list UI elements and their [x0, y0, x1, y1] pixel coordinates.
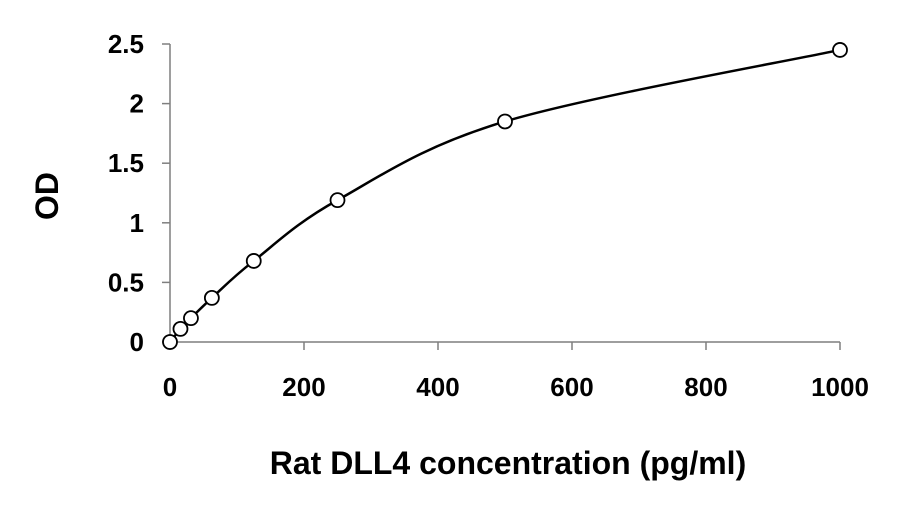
x-tick-label: 0: [163, 372, 177, 402]
data-point: [162, 334, 178, 350]
y-tick-label: 2.5: [108, 29, 144, 59]
fit-curve-line: [169, 48, 841, 343]
data-point: [329, 192, 346, 209]
x-tick-label: 1000: [811, 372, 869, 402]
x-tick-label: 800: [684, 372, 727, 402]
x-tick-label: 600: [550, 372, 593, 402]
axes: [169, 44, 840, 343]
data-point: [497, 113, 513, 130]
y-tick-label: 1: [130, 208, 144, 238]
x-axis-title: Rat DLL4 concentration (pg/ml): [270, 445, 746, 481]
plot-area: [162, 42, 848, 350]
y-ticks: 0 0.5 1 1.5 2 2.5: [108, 29, 170, 357]
data-point: [245, 253, 262, 269]
data-point: [203, 289, 220, 306]
y-tick-label: 1.5: [108, 148, 144, 178]
x-tick-label: 400: [416, 372, 459, 402]
data-point: [172, 320, 189, 337]
y-tick-label: 2: [130, 89, 144, 119]
data-point: [183, 310, 199, 327]
data-points: [162, 42, 848, 350]
y-tick-label: 0: [130, 327, 144, 357]
y-axis-title: OD: [29, 172, 65, 220]
y-tick-label: 0.5: [108, 267, 144, 297]
data-point: [832, 42, 848, 58]
x-tick-label: 200: [282, 372, 325, 402]
x-ticks: 0 200 400 600 800 1000: [163, 342, 869, 402]
